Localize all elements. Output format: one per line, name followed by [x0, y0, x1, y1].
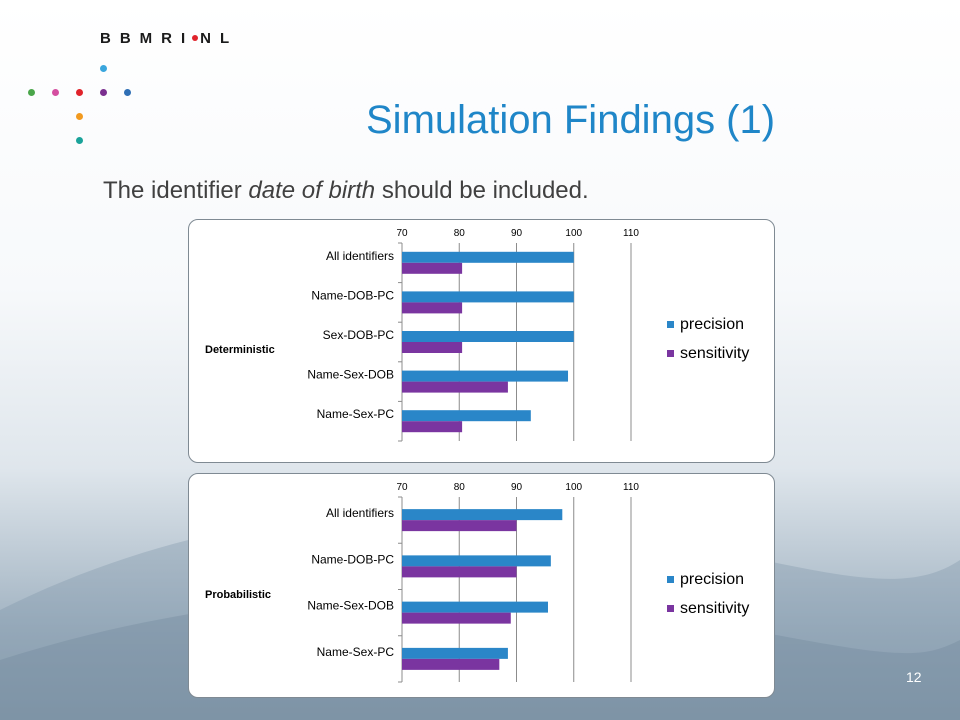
group-label: Probabilistic — [205, 589, 271, 601]
x-tick-label: 110 — [623, 482, 639, 493]
bar-precision — [402, 509, 563, 521]
category-label: Name-DOB-PC — [311, 552, 394, 566]
logo-text-left: BBMRI — [100, 30, 195, 47]
category-label: Name-DOB-PC — [311, 288, 394, 302]
bar-precision — [402, 410, 531, 422]
logo-dot — [100, 89, 107, 96]
deterministic-chart-panel: 70 80 90 100 110 All identifiers Name-DOB-PC Se… — [188, 219, 775, 463]
legend-swatch-precision — [667, 321, 674, 328]
category-label: Sex-DOB-PC — [323, 328, 395, 342]
bar-sensitivity — [402, 566, 517, 578]
bar-sensitivity — [402, 262, 463, 274]
category-label: Name-Sex-DOB — [307, 599, 394, 613]
category-label: All identifiers — [326, 249, 394, 263]
bar-precision — [402, 251, 574, 263]
legend-swatch-sensitivity — [667, 350, 674, 357]
logo-dot — [124, 89, 131, 96]
bar-precision — [402, 555, 551, 567]
slide-subtitle: The identifier date of birth should be i… — [103, 177, 589, 205]
bbmri-logo: BBMRI NL — [100, 30, 238, 47]
category-label: Name-Sex-PC — [317, 407, 395, 421]
subtitle-text: The identifier — [103, 177, 249, 204]
logo-dot — [76, 113, 83, 120]
probabilistic-bar-chart: 70 80 90 100 110 All identifiers Name-DOB-PC Na… — [205, 482, 749, 683]
bar-sensitivity — [402, 302, 463, 314]
logo-dot — [28, 89, 35, 96]
bar-sensitivity — [402, 381, 508, 393]
bar-precision — [402, 331, 574, 342]
logo-dot — [76, 89, 83, 96]
x-tick-label: 90 — [511, 228, 523, 239]
bar-sensitivity — [402, 658, 500, 670]
logo-text-right: NL — [200, 30, 239, 47]
x-tick-label: 80 — [454, 228, 466, 239]
x-tick-label: 70 — [396, 228, 408, 239]
page-number: 12 — [906, 669, 922, 685]
bar-precision — [402, 601, 548, 613]
subtitle-emphasis: date of birth — [248, 177, 376, 204]
bar-sensitivity — [402, 421, 463, 433]
slide-title: Simulation Findings (1) — [366, 98, 776, 142]
bar-precision — [402, 291, 574, 303]
legend-label-precision: precision — [680, 316, 744, 333]
category-label: Name-Sex-PC — [317, 645, 395, 659]
bar-precision — [402, 370, 569, 382]
x-tick-label: 70 — [396, 482, 408, 493]
logo-dot — [76, 137, 83, 144]
bar-precision — [402, 647, 508, 659]
legend-label-sensitivity: sensitivity — [680, 345, 749, 362]
bar-sensitivity — [402, 342, 463, 353]
group-label: Deterministic — [205, 344, 275, 356]
logo-dot — [100, 65, 107, 72]
category-label: All identifiers — [326, 506, 394, 520]
bar-sensitivity — [402, 612, 511, 624]
x-tick-label: 100 — [565, 228, 582, 239]
logo-red-dot — [192, 35, 199, 42]
category-label: Name-Sex-DOB — [307, 368, 394, 382]
logo-dot — [52, 89, 59, 96]
x-tick-label: 110 — [623, 228, 639, 239]
legend-label-sensitivity: sensitivity — [680, 600, 749, 617]
x-tick-label: 80 — [454, 482, 466, 493]
x-tick-label: 90 — [511, 482, 523, 493]
legend-swatch-sensitivity — [667, 605, 674, 612]
deterministic-bar-chart: 70 80 90 100 110 All identifiers Name-DOB-PC Se… — [205, 228, 749, 442]
probabilistic-chart-panel: 70 80 90 100 110 All identifiers Name-DOB-PC Na… — [188, 473, 775, 698]
legend-swatch-precision — [667, 576, 674, 583]
x-tick-label: 100 — [565, 482, 582, 493]
subtitle-text-end: should be included. — [375, 177, 589, 204]
bar-sensitivity — [402, 520, 517, 532]
legend-label-precision: precision — [680, 571, 744, 588]
